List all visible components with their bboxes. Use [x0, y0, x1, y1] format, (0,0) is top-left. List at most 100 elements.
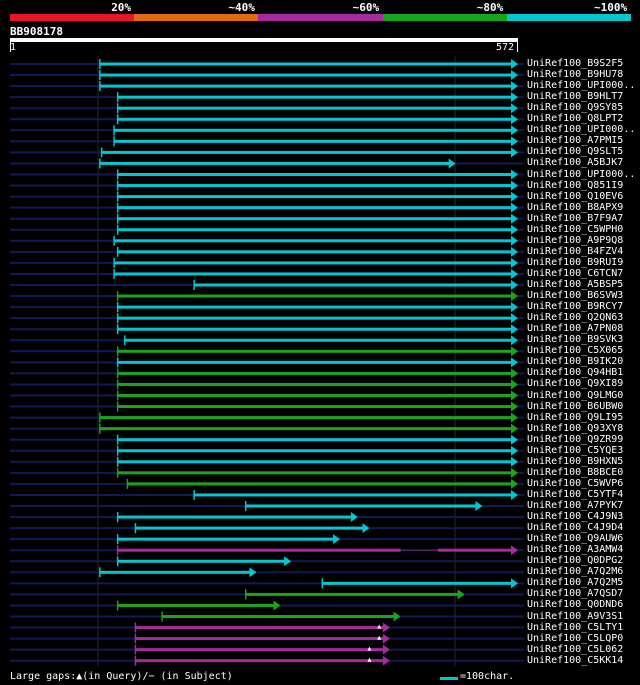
hit-label[interactable]: UniRef100_UPI000..	[527, 124, 636, 136]
hit-bar[interactable]	[194, 493, 512, 497]
hit-bar[interactable]	[99, 416, 513, 420]
hit-bar[interactable]	[245, 592, 459, 596]
hit-label[interactable]: UniRef100_Q93XY8	[527, 422, 624, 434]
hit-bar[interactable]	[101, 150, 512, 154]
hit-bar[interactable]	[99, 62, 513, 66]
hit-label[interactable]: UniRef100_Q0DPG2	[527, 555, 624, 567]
hit-label[interactable]: UniRef100_Q9SY85	[527, 102, 624, 114]
hit-bar[interactable]	[135, 659, 384, 663]
hit-bar[interactable]	[117, 95, 513, 99]
hit-bar[interactable]	[117, 305, 513, 309]
hit-label[interactable]: UniRef100_Q9LMG0	[527, 389, 624, 401]
hit-label[interactable]: UniRef100_A9V3S1	[527, 610, 624, 622]
hit-bar[interactable]	[437, 548, 512, 552]
hit-bar[interactable]	[194, 283, 512, 287]
hit-bar[interactable]	[245, 504, 477, 508]
hit-bar[interactable]	[117, 371, 513, 375]
hit-bar[interactable]	[117, 559, 286, 563]
hit-bar[interactable]	[114, 261, 513, 265]
hit-label[interactable]: UniRef100_C5L062	[527, 643, 624, 655]
hit-label[interactable]: UniRef100_B9RUI9	[527, 256, 624, 268]
hit-label[interactable]: UniRef100_B8BCE0	[527, 466, 624, 478]
hit-bar[interactable]	[99, 427, 513, 431]
hit-bar[interactable]	[124, 338, 512, 342]
hit-bar[interactable]	[117, 360, 513, 364]
hit-bar[interactable]	[117, 195, 513, 199]
hit-label[interactable]: UniRef100_C5LTY1	[527, 621, 624, 633]
hit-bar[interactable]	[117, 294, 513, 298]
hit-bar[interactable]	[135, 648, 384, 652]
hit-label[interactable]: UniRef100_A5BJK7	[527, 157, 624, 169]
hit-bar[interactable]	[114, 139, 513, 143]
hit-bar[interactable]	[117, 438, 513, 442]
hit-bar[interactable]	[117, 548, 401, 552]
hit-label[interactable]: UniRef100_B6SVW3	[527, 290, 624, 302]
hit-label[interactable]: UniRef100_Q9XI89	[527, 378, 624, 390]
hit-label[interactable]: UniRef100_B9S2F5	[527, 58, 624, 69]
hit-label[interactable]: UniRef100_B6UBW0	[527, 400, 624, 412]
hit-label[interactable]: UniRef100_B9IK20	[527, 356, 624, 368]
hit-label[interactable]: UniRef100_C5YQE3	[527, 444, 624, 456]
hit-bar[interactable]	[117, 603, 275, 607]
hit-bar[interactable]	[117, 515, 352, 519]
hit-label[interactable]: UniRef100_Q10EV6	[527, 190, 624, 202]
hit-label[interactable]: UniRef100_C4J9D4	[527, 522, 624, 534]
hit-label[interactable]: UniRef100_C5LQP0	[527, 632, 624, 644]
hit-bar[interactable]	[114, 272, 513, 276]
hit-label[interactable]: UniRef100_B9HLT7	[527, 91, 624, 103]
hit-label[interactable]: UniRef100_A7PYK7	[527, 500, 624, 511]
hit-label[interactable]: UniRef100_Q0DND6	[527, 599, 624, 611]
hit-bar[interactable]	[117, 537, 335, 541]
hit-bar[interactable]	[117, 471, 513, 475]
hit-bar[interactable]	[117, 206, 513, 210]
hit-bar[interactable]	[114, 128, 513, 132]
hit-bar[interactable]	[117, 173, 513, 176]
hit-label[interactable]: UniRef100_A5BSP5	[527, 279, 624, 290]
hit-label[interactable]: UniRef100_A7Q2M6	[527, 566, 624, 578]
hit-label[interactable]: UniRef100_C5KK14	[527, 654, 624, 666]
hit-label[interactable]: UniRef100_Q2QN63	[527, 312, 624, 324]
hit-label[interactable]: UniRef100_B9HXN5	[527, 455, 624, 467]
hit-label[interactable]: UniRef100_B9SVK3	[527, 334, 624, 346]
hit-label[interactable]: UniRef100_B9HU78	[527, 69, 624, 81]
hit-bar[interactable]	[99, 161, 450, 165]
hit-bar[interactable]	[117, 327, 513, 331]
hit-label[interactable]: UniRef100_Q8LPT2	[527, 113, 624, 125]
hit-bar[interactable]	[117, 405, 513, 409]
hit-bar[interactable]	[135, 637, 384, 641]
hit-bar[interactable]	[117, 250, 513, 254]
hit-bar[interactable]	[117, 394, 513, 397]
hit-label[interactable]: UniRef100_UPI000..	[527, 80, 636, 92]
hit-bar[interactable]	[114, 239, 513, 243]
hit-label[interactable]: UniRef100_Q9AUW6	[527, 533, 624, 545]
hit-label[interactable]: UniRef100_Q9LI95	[527, 411, 624, 423]
hit-label[interactable]: UniRef100_B7F9A7	[527, 212, 624, 224]
hit-label[interactable]: UniRef100_A7Q2M5	[527, 577, 624, 589]
hit-bar[interactable]	[117, 449, 513, 453]
hit-bar[interactable]	[135, 526, 364, 530]
hit-label[interactable]: UniRef100_A9P9Q8	[527, 234, 624, 246]
hit-bar[interactable]	[117, 316, 513, 320]
hit-label[interactable]: UniRef100_C5WPH0	[527, 223, 624, 235]
hit-bar[interactable]	[117, 349, 513, 353]
hit-bar[interactable]	[117, 184, 513, 188]
hit-bar[interactable]	[127, 482, 513, 486]
hit-label[interactable]: UniRef100_UPI000..	[527, 168, 636, 180]
hit-bar[interactable]	[322, 581, 512, 585]
hit-label[interactable]: UniRef100_A7PMI5	[527, 135, 624, 147]
hit-bar[interactable]	[117, 217, 513, 221]
hit-bar[interactable]	[135, 626, 384, 630]
hit-label[interactable]: UniRef100_B8APX9	[527, 201, 624, 213]
hit-label[interactable]: UniRef100_Q9ZR99	[527, 433, 624, 445]
hit-label[interactable]: UniRef100_C5YTF4	[527, 488, 624, 500]
hit-label[interactable]: UniRef100_C5X065	[527, 345, 624, 357]
hit-label[interactable]: UniRef100_A3AMW4	[527, 544, 624, 556]
hit-bar[interactable]	[99, 84, 513, 88]
hit-bar[interactable]	[99, 570, 251, 574]
hit-label[interactable]: UniRef100_Q9SLT5	[527, 146, 624, 158]
hit-bar[interactable]	[117, 228, 513, 232]
hit-bar[interactable]	[117, 382, 513, 386]
hit-label[interactable]: UniRef100_A7QSD7	[527, 588, 624, 600]
hit-label[interactable]: UniRef100_C6TCN7	[527, 267, 624, 279]
hit-label[interactable]: UniRef100_Q851I9	[527, 179, 624, 191]
